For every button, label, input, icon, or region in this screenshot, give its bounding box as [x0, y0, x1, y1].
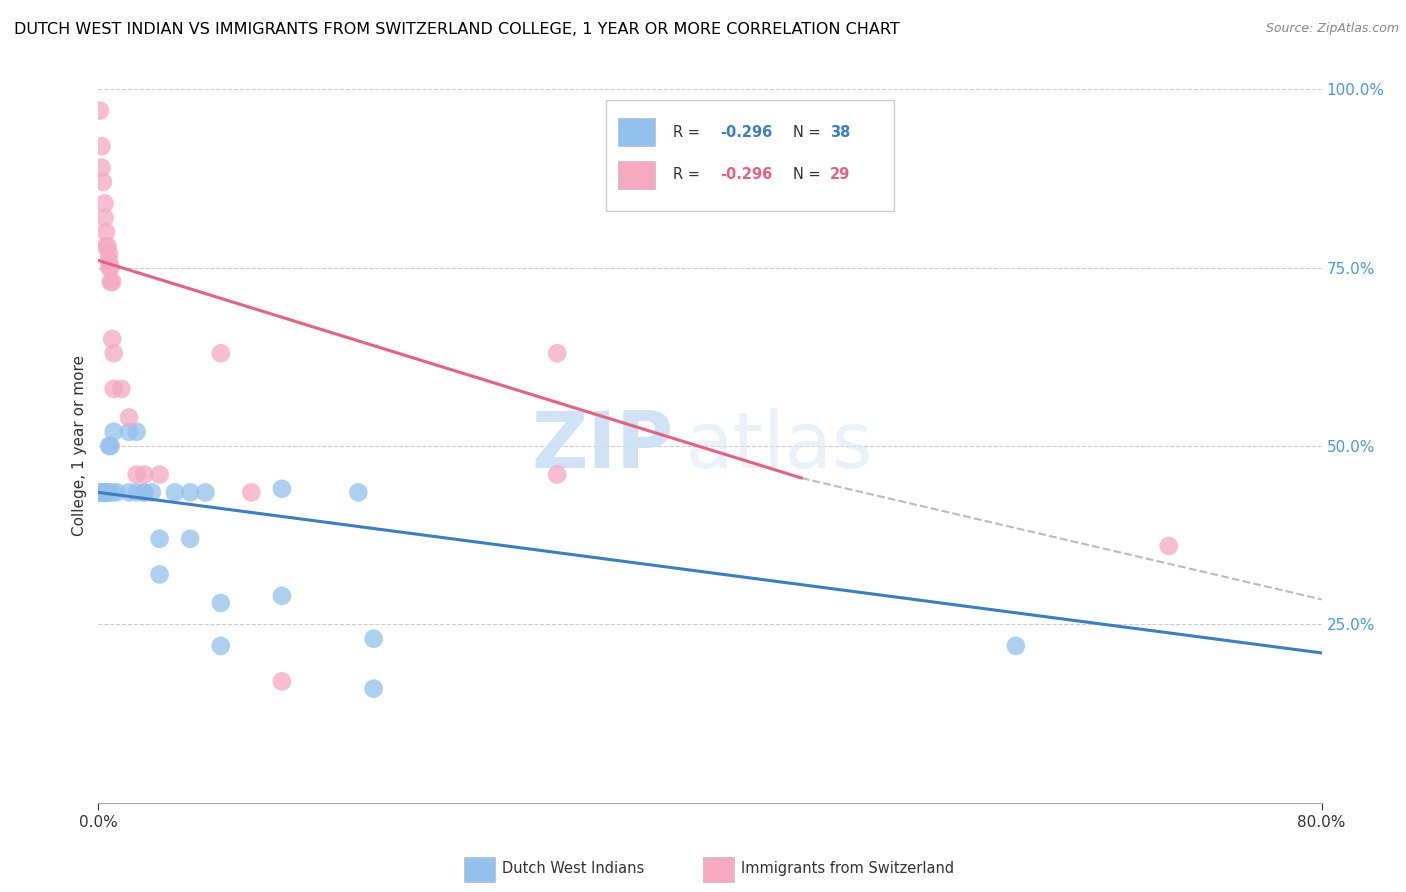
Point — [103, 425, 125, 439]
Point — [179, 532, 201, 546]
Text: N =: N = — [793, 125, 825, 139]
Point — [90, 161, 112, 175]
Point — [149, 467, 172, 482]
Point — [94, 239, 117, 253]
Text: Immigrants from Switzerland: Immigrants from Switzerland — [741, 862, 955, 876]
Text: -0.296: -0.296 — [720, 125, 772, 139]
Point — [125, 425, 148, 439]
Point — [363, 681, 385, 696]
Point — [546, 467, 568, 482]
Point — [270, 589, 292, 603]
Point — [105, 485, 128, 500]
Point — [89, 103, 111, 118]
Point — [93, 485, 115, 500]
Point — [90, 485, 112, 500]
Point — [141, 485, 163, 500]
Text: N =: N = — [793, 168, 825, 182]
Point — [94, 485, 117, 500]
Point — [179, 485, 201, 500]
Point — [270, 674, 292, 689]
Point — [98, 260, 121, 275]
Point — [125, 467, 148, 482]
Point — [134, 485, 156, 500]
Point — [163, 485, 186, 500]
Text: -0.296: -0.296 — [720, 168, 772, 182]
Point — [93, 196, 115, 211]
FancyBboxPatch shape — [619, 118, 655, 146]
Point — [363, 632, 385, 646]
Point — [209, 596, 232, 610]
Point — [98, 246, 121, 260]
Text: 38: 38 — [830, 125, 851, 139]
Point — [110, 382, 132, 396]
Point — [100, 260, 122, 275]
Point — [90, 139, 112, 153]
Point — [101, 485, 124, 500]
Point — [98, 439, 121, 453]
FancyBboxPatch shape — [619, 161, 655, 189]
Point — [91, 485, 114, 500]
Point — [89, 485, 111, 500]
Point — [91, 485, 114, 500]
Point — [103, 382, 125, 396]
Point — [94, 485, 117, 500]
Point — [149, 567, 172, 582]
Point — [134, 485, 156, 500]
Point — [194, 485, 217, 500]
Text: R =: R = — [673, 125, 704, 139]
Point — [118, 410, 141, 425]
Point — [98, 253, 121, 268]
Point — [100, 439, 122, 453]
Text: DUTCH WEST INDIAN VS IMMIGRANTS FROM SWITZERLAND COLLEGE, 1 YEAR OR MORE CORRELA: DUTCH WEST INDIAN VS IMMIGRANTS FROM SWI… — [14, 22, 900, 37]
Point — [101, 275, 124, 289]
Text: ZIP: ZIP — [531, 408, 673, 484]
Text: atlas: atlas — [686, 408, 873, 484]
Point — [270, 482, 292, 496]
Point — [134, 467, 156, 482]
Point — [93, 485, 115, 500]
Text: R =: R = — [673, 168, 704, 182]
Point — [103, 346, 125, 360]
Point — [97, 485, 120, 500]
Point — [118, 425, 141, 439]
Point — [97, 485, 120, 500]
Point — [97, 239, 120, 253]
Text: Dutch West Indians: Dutch West Indians — [502, 862, 644, 876]
FancyBboxPatch shape — [606, 100, 893, 211]
Y-axis label: College, 1 year or more: College, 1 year or more — [72, 356, 87, 536]
Point — [93, 211, 115, 225]
Point — [240, 485, 263, 500]
Point — [91, 175, 114, 189]
Text: 29: 29 — [830, 168, 851, 182]
Point — [1004, 639, 1026, 653]
Point — [100, 275, 122, 289]
Point — [118, 485, 141, 500]
Point — [347, 485, 370, 500]
Point — [209, 346, 232, 360]
Point — [125, 485, 148, 500]
Point — [149, 532, 172, 546]
Point — [94, 225, 117, 239]
Point — [1157, 539, 1180, 553]
Point — [209, 639, 232, 653]
Point — [101, 332, 124, 346]
Text: Source: ZipAtlas.com: Source: ZipAtlas.com — [1265, 22, 1399, 36]
Point — [90, 485, 112, 500]
Point — [97, 485, 120, 500]
Point — [546, 346, 568, 360]
